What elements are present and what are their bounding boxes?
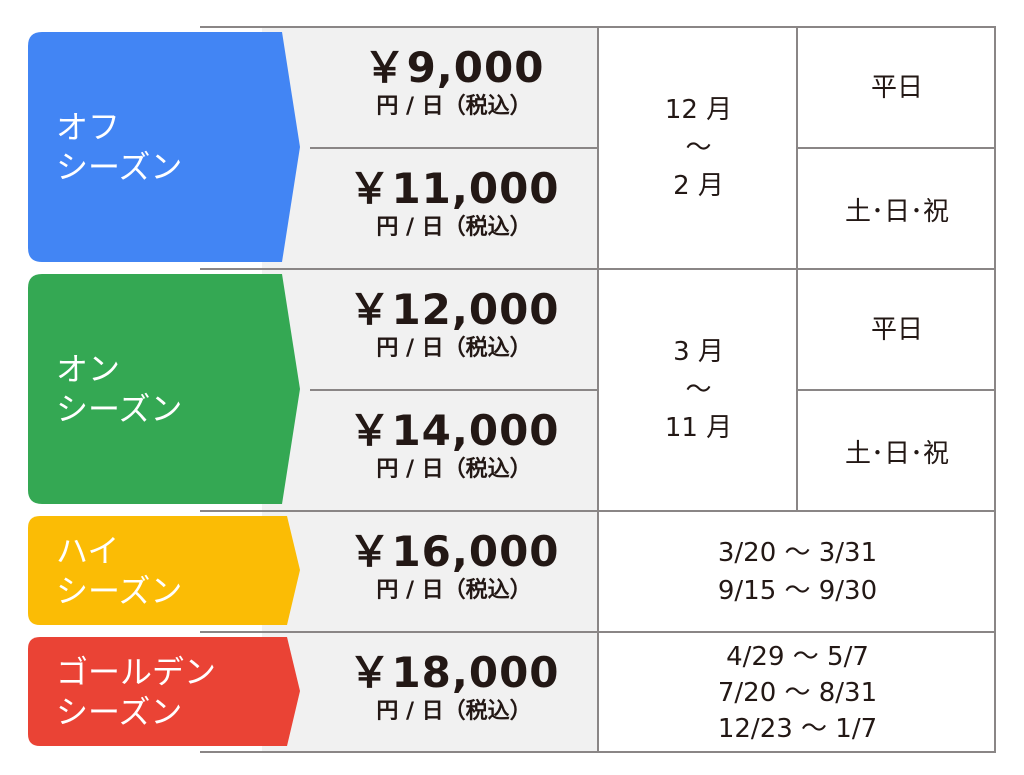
price-unit: 円 / 日（税込） [376, 94, 532, 119]
period-cell: 3 月 ～ 11 月 [600, 270, 797, 510]
tag-label: シーズン [56, 148, 183, 186]
period-cell: 12 月 ～ 2 月 [600, 28, 797, 268]
divider [310, 147, 598, 149]
period-line: 4/29 ～ 5/7 [726, 641, 869, 672]
price-cell: ￥16,000 円 / 日（税込） [310, 528, 598, 606]
tag-label: オフ [56, 108, 121, 146]
period-line: 7/20 ～ 8/31 [717, 677, 878, 708]
price-amount: ￥16,000 [348, 527, 560, 576]
period-line: 2 月 [673, 171, 724, 201]
price-unit: 円 / 日（税込） [376, 699, 532, 724]
divider [797, 389, 996, 391]
tag-label: オン [56, 350, 121, 388]
tag-label: ゴールデン [56, 652, 217, 691]
period-line: ～ [685, 375, 712, 405]
price-cell: ￥9,000 円 / 日（税込） [310, 44, 598, 122]
price-amount: ￥14,000 [348, 406, 560, 455]
price-cell: ￥11,000 円 / 日（税込） [310, 165, 598, 243]
period-line: 9/15 ～ 9/30 [717, 575, 878, 606]
period-line: 12/23 ～ 1/7 [717, 713, 878, 744]
price-cell: ￥18,000 円 / 日（税込） [310, 649, 598, 727]
tag-label: ハイ [56, 531, 120, 570]
price-amount: ￥18,000 [348, 648, 560, 697]
day-type: 土･日･祝 [844, 438, 949, 469]
day-type-cell: 平日 [799, 28, 995, 147]
day-type: 平日 [870, 72, 923, 103]
tag-shape [28, 32, 300, 262]
period-cell: 4/29 ～ 5/7 7/20 ～ 8/31 12/23 ～ 1/7 [600, 633, 995, 752]
tag-label: シーズン [56, 692, 183, 731]
price-unit: 円 / 日（税込） [376, 457, 532, 482]
period-line: ～ [685, 133, 712, 163]
price-cell: ￥14,000 円 / 日（税込） [310, 407, 598, 485]
period-line: 12 月 [664, 95, 733, 125]
day-type: 平日 [870, 314, 923, 345]
day-type: 土･日･祝 [844, 196, 949, 227]
season-tag-on: オン シーズン [28, 274, 300, 504]
day-type-cell: 土･日･祝 [799, 391, 995, 510]
period-line: 3/20 ～ 3/31 [717, 537, 878, 568]
price-amount: ￥12,000 [348, 285, 560, 334]
period-cell: 3/20 ～ 3/31 9/15 ～ 9/30 [600, 512, 995, 631]
price-amount: ￥9,000 [363, 43, 545, 92]
tag-shape [28, 274, 300, 504]
period-line: 3 月 [673, 337, 724, 367]
tag-label: シーズン [56, 571, 183, 610]
divider [994, 26, 996, 753]
price-unit: 円 / 日（税込） [376, 336, 532, 361]
price-unit: 円 / 日（税込） [376, 578, 532, 603]
day-type-cell: 土･日･祝 [799, 149, 995, 268]
season-tag-golden: ゴールデン シーズン [28, 637, 300, 746]
price-cell: ￥12,000 円 / 日（税込） [310, 286, 598, 364]
divider [797, 147, 996, 149]
period-line: 11 月 [664, 413, 733, 443]
tag-label: シーズン [56, 390, 183, 428]
tag-shape [28, 637, 300, 746]
season-tag-high: ハイ シーズン [28, 516, 300, 625]
tag-shape [28, 516, 300, 625]
season-tag-off: オフ シーズン [28, 32, 300, 262]
divider [796, 26, 798, 512]
price-amount: ￥11,000 [348, 164, 560, 213]
day-type-cell: 平日 [799, 270, 995, 389]
divider [597, 26, 599, 753]
divider [310, 389, 598, 391]
price-unit: 円 / 日（税込） [376, 215, 532, 240]
